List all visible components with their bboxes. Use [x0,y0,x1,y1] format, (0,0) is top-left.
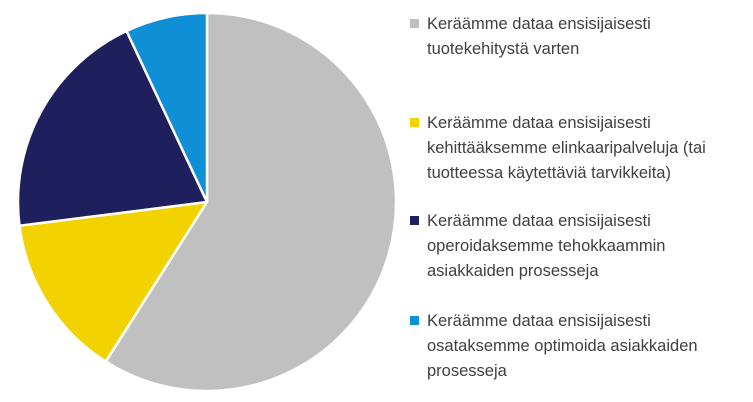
legend-marker-gray [410,19,419,28]
pie-slice-3 [16,29,209,227]
legend-label: Keräämme dataa ensisijaisesti osataksemm… [427,312,698,380]
legend-label: Keräämme dataa ensisijaisesti kehittääks… [427,114,706,182]
pie-chart [16,11,398,393]
legend-marker-yellow [410,118,419,127]
legend-label: Keräämme dataa ensisijaisesti tuotekehit… [427,15,651,58]
pie-slice-2 [18,200,209,363]
legend-label: Keräämme dataa ensisijaisesti operoidaks… [427,212,666,280]
legend-marker-blue [410,316,419,325]
pie-slice-1 [104,11,398,393]
pie-slice-4 [125,11,209,204]
legend-marker-navy [410,216,419,225]
